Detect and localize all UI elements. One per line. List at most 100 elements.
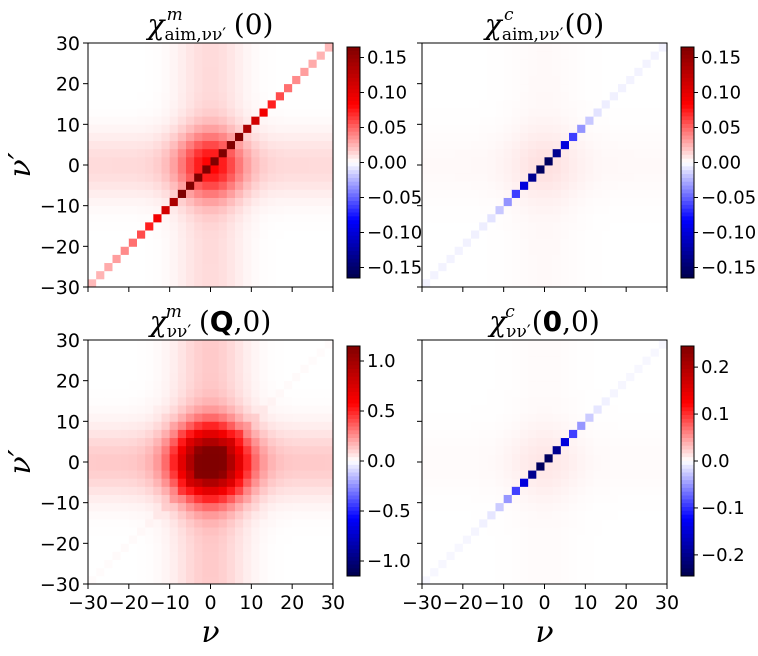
heatmap-cell xyxy=(503,254,513,264)
heatmap-cell xyxy=(634,445,643,455)
heatmap-cell xyxy=(251,372,260,382)
heatmap-cell xyxy=(202,173,211,182)
heatmap-cell xyxy=(552,478,562,487)
heatmap-cell xyxy=(169,486,179,495)
heatmap-cell xyxy=(292,429,301,439)
heatmap-cell xyxy=(145,140,154,150)
heatmap-cell xyxy=(300,486,309,495)
heatmap-cell xyxy=(634,254,643,264)
heatmap-cell xyxy=(536,246,545,255)
heatmap-cell xyxy=(128,51,138,60)
heatmap-cell xyxy=(650,181,660,190)
heatmap-cell xyxy=(153,140,162,150)
heatmap-cell xyxy=(316,575,326,585)
heatmap-cell xyxy=(626,348,635,357)
heatmap-cell xyxy=(96,413,105,422)
heatmap-cell xyxy=(471,413,480,422)
heatmap-cell xyxy=(593,494,603,504)
heatmap-cell xyxy=(471,181,480,190)
heatmap-cell xyxy=(528,205,537,215)
heatmap-cell xyxy=(218,132,228,142)
heatmap-cell xyxy=(422,165,431,174)
heatmap-cell xyxy=(446,124,456,133)
heatmap-cell xyxy=(585,486,594,495)
heatmap-cell xyxy=(104,502,113,512)
heatmap-cell xyxy=(153,254,162,264)
colorbar-segment xyxy=(681,58,694,63)
heatmap-cell xyxy=(104,567,113,577)
heatmap-cell xyxy=(120,91,130,101)
heatmap-cell xyxy=(243,348,252,357)
colorbar-segment xyxy=(347,392,360,397)
heatmap-cell xyxy=(218,405,228,414)
heatmap-cell xyxy=(88,405,97,414)
heatmap-cell xyxy=(552,502,562,512)
heatmap-cell xyxy=(454,380,464,390)
colorbar-segment xyxy=(681,243,694,248)
heatmap-cell xyxy=(120,543,130,552)
heatmap-cell xyxy=(577,156,586,166)
heatmap-cell xyxy=(243,108,252,117)
heatmap-cell xyxy=(430,132,439,142)
heatmap-cell xyxy=(430,270,439,280)
heatmap-cell xyxy=(577,486,586,495)
heatmap-cell xyxy=(577,559,586,569)
colorbar-segment xyxy=(681,201,694,206)
heatmap-cell xyxy=(487,59,496,68)
heatmap-cell xyxy=(259,262,269,272)
heatmap-cell xyxy=(544,551,554,561)
heatmap-cell xyxy=(552,278,562,288)
heatmap-cell xyxy=(161,494,171,504)
heatmap-cell xyxy=(520,372,529,382)
heatmap-cell xyxy=(177,116,187,125)
heatmap-cell xyxy=(593,83,603,93)
colorbar-segment xyxy=(681,388,694,393)
heatmap-cell xyxy=(112,148,122,158)
heatmap-cell xyxy=(128,197,138,207)
heatmap-cell xyxy=(626,437,635,447)
heatmap-cell xyxy=(324,67,334,76)
colorbar-tick-label: 0.15 xyxy=(367,48,407,69)
heatmap-cell xyxy=(235,372,244,382)
heatmap-cell xyxy=(161,238,171,247)
heatmap-cell xyxy=(259,535,269,544)
heatmap-cell xyxy=(454,372,464,382)
heatmap-cell xyxy=(275,51,285,60)
colorbar-segment xyxy=(347,480,360,485)
heatmap-cell xyxy=(618,340,627,349)
heatmap-cell xyxy=(544,148,554,158)
heatmap-cell xyxy=(454,348,464,357)
heatmap-cell xyxy=(511,59,521,68)
heatmap-cell xyxy=(137,148,146,158)
heatmap-cell xyxy=(275,575,285,585)
heatmap-cell xyxy=(487,83,496,93)
heatmap-cell xyxy=(104,116,113,125)
heatmap-cell xyxy=(218,380,228,390)
heatmap-cell xyxy=(210,262,220,272)
colorbar-segment xyxy=(681,407,694,412)
heatmap-cell xyxy=(300,75,309,85)
colorbar-segment xyxy=(347,430,360,435)
heatmap-cell xyxy=(194,494,203,504)
heatmap-cell xyxy=(316,567,326,577)
heatmap-cell xyxy=(495,535,505,544)
heatmap-cell xyxy=(454,527,464,536)
heatmap-cell xyxy=(577,254,586,264)
heatmap-cell xyxy=(642,462,652,471)
heatmap-cell xyxy=(218,486,228,495)
heatmap-cell xyxy=(642,543,652,552)
heatmap-cell xyxy=(479,486,488,495)
heatmap-cell xyxy=(642,413,652,422)
heatmap-cell xyxy=(430,43,439,52)
heatmap-cell xyxy=(218,421,228,430)
heatmap-cell xyxy=(112,551,122,561)
heatmap-cell xyxy=(186,567,195,577)
heatmap-cell xyxy=(528,189,537,198)
heatmap-cell xyxy=(454,99,464,109)
heatmap-cell xyxy=(560,405,570,414)
heatmap-cell xyxy=(308,470,318,479)
heatmap-cell xyxy=(503,181,513,190)
heatmap-cell xyxy=(577,575,586,585)
heatmap-cell xyxy=(454,356,464,365)
heatmap-cell xyxy=(495,75,505,85)
